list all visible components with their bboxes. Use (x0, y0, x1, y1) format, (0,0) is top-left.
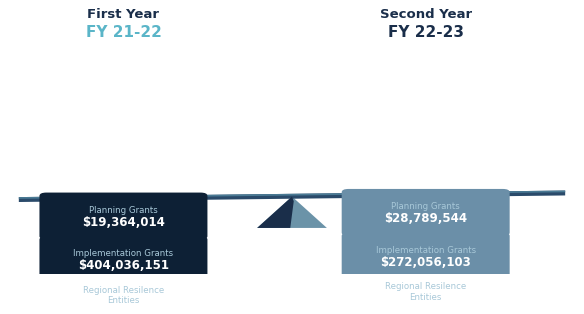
Text: $404,036,151: $404,036,151 (78, 259, 169, 272)
FancyBboxPatch shape (40, 236, 207, 283)
Text: Implementation Grants: Implementation Grants (376, 246, 476, 255)
FancyBboxPatch shape (342, 233, 510, 279)
Text: FY 22-23: FY 22-23 (388, 24, 464, 40)
Text: Planning Grants: Planning Grants (391, 202, 460, 211)
Text: N/A: N/A (414, 300, 437, 313)
FancyBboxPatch shape (40, 280, 207, 314)
FancyBboxPatch shape (40, 192, 207, 240)
Text: Regional Resilence
Entities: Regional Resilence Entities (83, 286, 164, 306)
Text: Implementation Grants: Implementation Grants (74, 249, 173, 258)
Polygon shape (257, 197, 327, 228)
Text: Regional Resilence
Entities: Regional Resilence Entities (385, 282, 466, 302)
Polygon shape (19, 191, 565, 202)
Polygon shape (257, 197, 294, 228)
FancyBboxPatch shape (342, 189, 510, 236)
Polygon shape (19, 191, 565, 199)
Text: $272,056,103: $272,056,103 (380, 256, 471, 268)
Text: Planning Grants: Planning Grants (89, 206, 158, 214)
Text: Second Year: Second Year (380, 8, 472, 21)
Text: First Year: First Year (88, 8, 159, 21)
Text: $28,789,544: $28,789,544 (384, 212, 467, 225)
Text: FY 21-22: FY 21-22 (85, 24, 161, 40)
FancyBboxPatch shape (342, 276, 510, 314)
Text: $19,364,014: $19,364,014 (82, 215, 165, 229)
Text: $1,951,421: $1,951,421 (86, 304, 161, 314)
